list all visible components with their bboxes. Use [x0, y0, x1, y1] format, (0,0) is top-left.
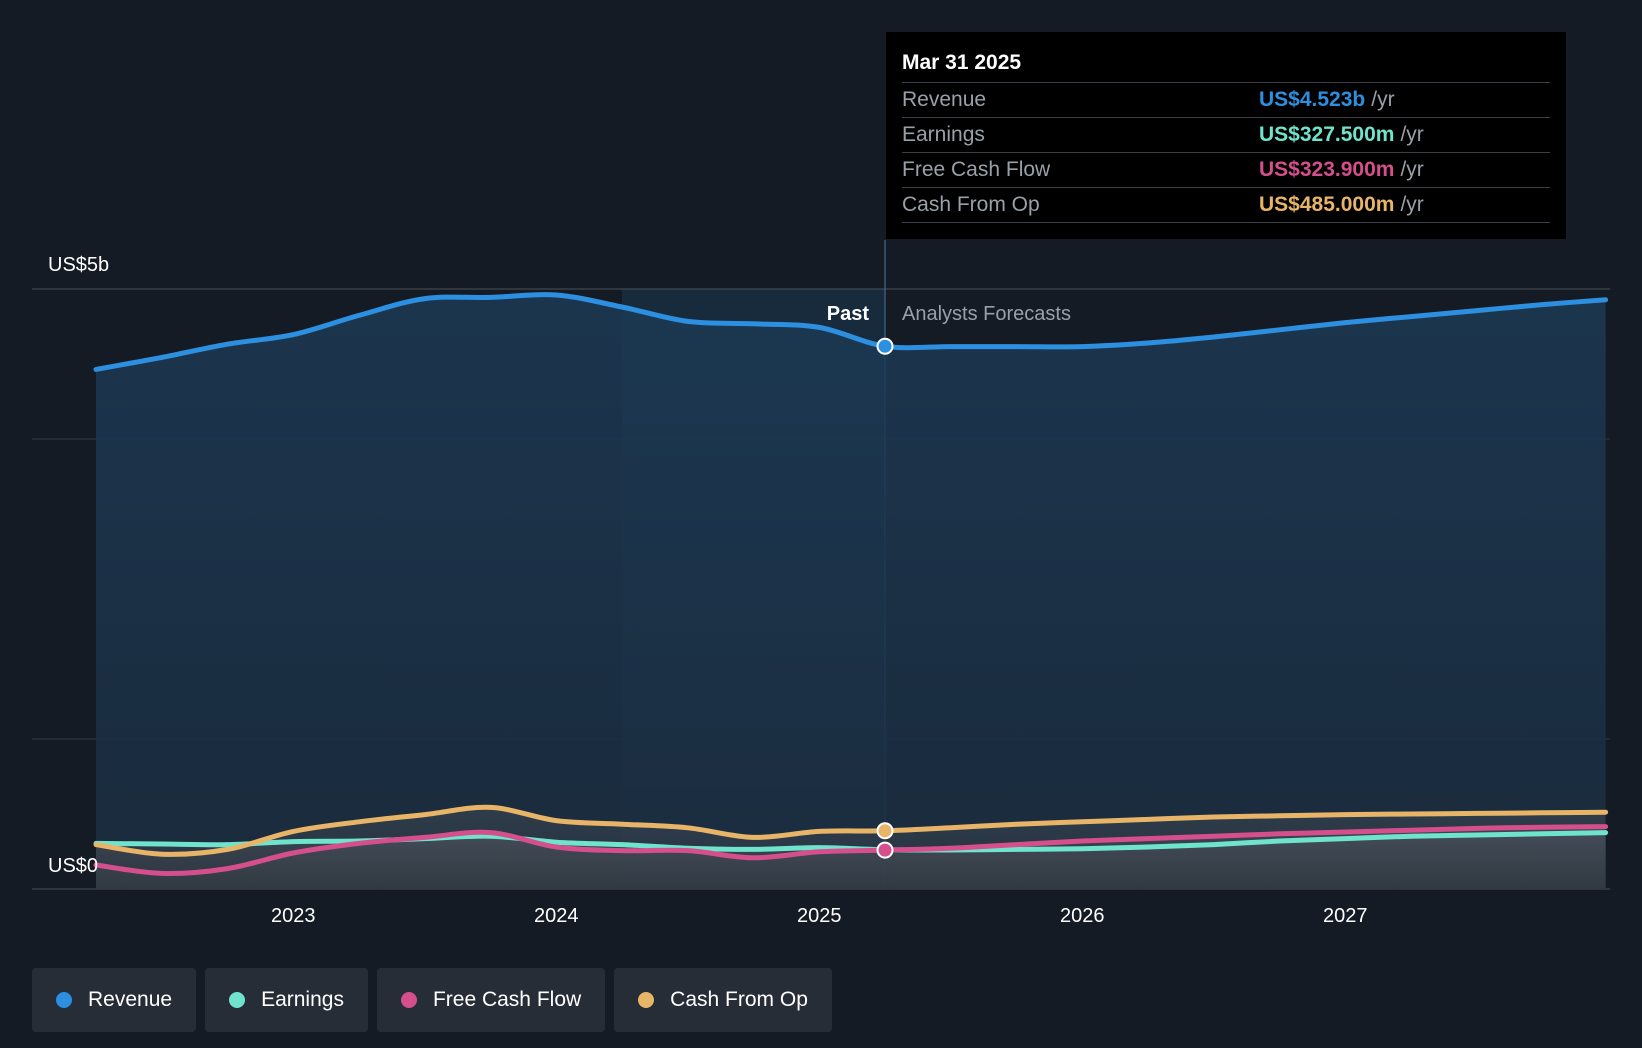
tooltip-row-value: US$485.000m [1259, 193, 1395, 216]
forecast-label: Analysts Forecasts [902, 303, 1071, 325]
y-axis-top-label: US$5b [48, 254, 109, 276]
legend-label: Earnings [261, 988, 344, 1011]
legend-label: Free Cash Flow [432, 988, 582, 1011]
revenue-area [96, 294, 1606, 889]
series-area-earnings [96, 832, 1606, 889]
x-tick-label: 2024 [534, 905, 579, 927]
tooltip-row-label: Cash From Op [902, 193, 1040, 216]
tooltip-row-label: Earnings [902, 123, 985, 146]
x-tick-label: 2023 [271, 905, 316, 927]
legend-dot-icon [638, 992, 655, 1008]
series-line-cash-from-op [93, 804, 1609, 857]
tooltip-row-value: US$327.500m [1259, 123, 1395, 146]
legend-item-revenue[interactable]: Revenue [32, 968, 197, 1032]
legend-dot-icon [229, 992, 246, 1008]
tooltip: Mar 31 2025 Revenue US$4.523b/yr Earnings U… [886, 32, 1566, 239]
tooltip-row-unit: /yr [1400, 193, 1424, 216]
legend: Revenue Earnings Free Cash Flow Cash From O… [32, 968, 832, 1032]
legend-item-free-cash-flow[interactable]: Free Cash Flow [376, 968, 606, 1032]
past-label: Past [827, 303, 870, 325]
y-axis-bottom-label: US$0 [48, 855, 98, 877]
legend-label: Revenue [88, 988, 173, 1011]
series-line-revenue [93, 292, 1609, 372]
legend-dot-icon [56, 992, 72, 1008]
tooltip-rows: Revenue US$4.523b/yr Earnings US$327.500m/y… [902, 82, 1550, 223]
tooltip-row-unit: /yr [1400, 158, 1424, 181]
tooltip-row-label: Free Cash Flow [902, 158, 1051, 181]
tooltip-row: Cash From Op US$485.000m/yr [902, 187, 1550, 223]
legend-dot-icon [400, 992, 417, 1008]
tooltip-row-label: Revenue [902, 88, 987, 111]
marker-revenue [876, 337, 894, 355]
tooltip-row: Free Cash Flow US$323.900m/yr [902, 152, 1550, 187]
tooltip-row-value: US$4.523b [1259, 88, 1366, 111]
tooltip-row-unit: /yr [1371, 88, 1395, 111]
x-tick-label: 2027 [1323, 905, 1368, 927]
marker-free-cash-flow [876, 841, 894, 859]
tooltip-row-unit: /yr [1400, 123, 1424, 146]
x-tick-label: 2025 [797, 905, 842, 927]
tooltip-row: Earnings US$327.500m/yr [902, 117, 1550, 152]
legend-label: Cash From Op [670, 988, 808, 1011]
series-line-free-cash-flow [93, 824, 1609, 877]
legend-item-earnings[interactable]: Earnings [205, 968, 368, 1032]
tooltip-date: Mar 31 2025 [902, 51, 1022, 74]
tooltip-row-value: US$323.900m [1259, 158, 1395, 181]
marker-cash-from-op [876, 822, 894, 840]
tooltip-row: Revenue US$4.523b/yr [902, 82, 1550, 117]
legend-item-cash-from-op[interactable]: Cash From Op [614, 968, 832, 1032]
x-tick-label: 2026 [1060, 905, 1105, 927]
